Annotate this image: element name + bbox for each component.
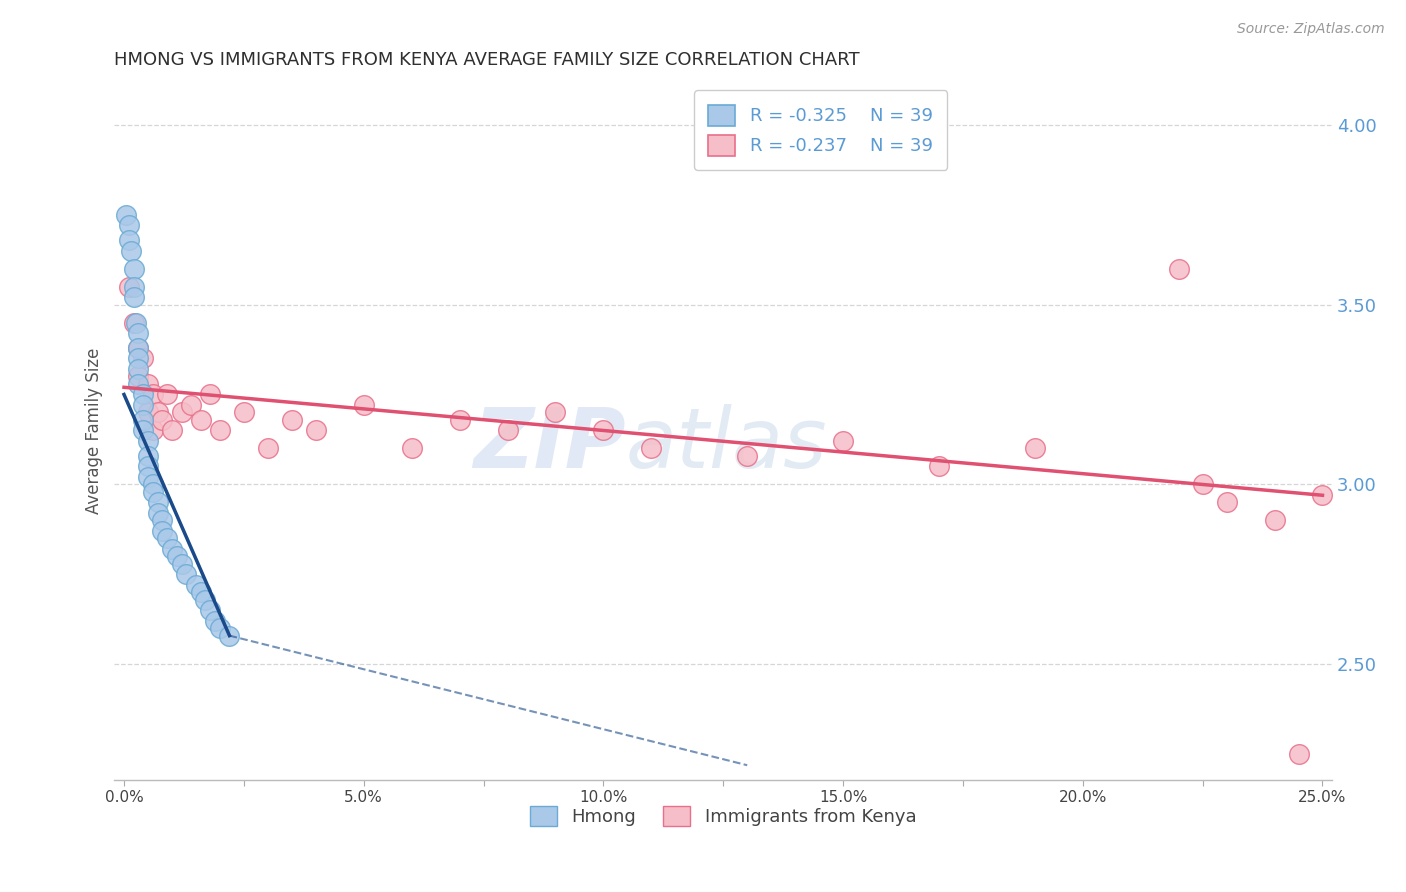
- Point: [592, 424, 614, 438]
- Point: [115, 207, 138, 221]
- Point: [127, 362, 149, 376]
- Point: [122, 316, 145, 330]
- Point: [136, 449, 159, 463]
- Point: [401, 442, 423, 456]
- Text: atlas: atlas: [626, 404, 828, 485]
- Point: [194, 592, 217, 607]
- Point: [204, 614, 226, 628]
- Point: [127, 341, 149, 355]
- Point: [136, 459, 159, 474]
- Point: [176, 567, 198, 582]
- Point: [184, 578, 207, 592]
- Point: [180, 398, 202, 412]
- Point: [832, 434, 855, 449]
- Point: [156, 532, 179, 546]
- Point: [200, 387, 222, 401]
- Point: [640, 442, 662, 456]
- Point: [122, 261, 145, 276]
- Y-axis label: Average Family Size: Average Family Size: [86, 347, 103, 514]
- Point: [170, 557, 193, 571]
- Point: [146, 495, 169, 509]
- Legend: Hmong, Immigrants from Kenya: Hmong, Immigrants from Kenya: [523, 799, 924, 833]
- Point: [208, 622, 231, 636]
- Point: [118, 279, 141, 293]
- Point: [127, 369, 149, 384]
- Point: [120, 244, 142, 258]
- Point: [190, 412, 212, 426]
- Point: [218, 629, 240, 643]
- Point: [150, 524, 173, 539]
- Point: [1288, 747, 1310, 762]
- Point: [160, 542, 183, 557]
- Point: [127, 326, 149, 341]
- Point: [132, 412, 155, 426]
- Point: [122, 290, 145, 304]
- Point: [1167, 261, 1189, 276]
- Point: [132, 351, 155, 366]
- Point: [136, 376, 159, 391]
- Point: [256, 442, 278, 456]
- Text: Source: ZipAtlas.com: Source: ZipAtlas.com: [1237, 22, 1385, 37]
- Point: [146, 405, 169, 419]
- Point: [125, 316, 148, 330]
- Point: [136, 405, 159, 419]
- Point: [166, 549, 188, 564]
- Text: HMONG VS IMMIGRANTS FROM KENYA AVERAGE FAMILY SIZE CORRELATION CHART: HMONG VS IMMIGRANTS FROM KENYA AVERAGE F…: [114, 51, 860, 69]
- Point: [281, 412, 304, 426]
- Point: [136, 470, 159, 484]
- Point: [122, 279, 145, 293]
- Point: [118, 233, 141, 247]
- Point: [136, 434, 159, 449]
- Point: [208, 424, 231, 438]
- Point: [200, 603, 222, 617]
- Point: [1264, 513, 1286, 527]
- Text: ZIP: ZIP: [474, 404, 626, 485]
- Point: [544, 405, 567, 419]
- Point: [1215, 495, 1237, 509]
- Point: [305, 424, 328, 438]
- Point: [190, 585, 212, 599]
- Point: [146, 506, 169, 520]
- Point: [142, 424, 165, 438]
- Point: [127, 351, 149, 366]
- Point: [1312, 488, 1334, 502]
- Point: [160, 424, 183, 438]
- Point: [132, 387, 155, 401]
- Point: [232, 405, 254, 419]
- Point: [170, 405, 193, 419]
- Point: [127, 341, 149, 355]
- Point: [928, 459, 950, 474]
- Point: [142, 477, 165, 491]
- Point: [142, 387, 165, 401]
- Point: [496, 424, 519, 438]
- Point: [1024, 442, 1046, 456]
- Point: [150, 412, 173, 426]
- Point: [142, 484, 165, 499]
- Point: [1191, 477, 1213, 491]
- Point: [150, 513, 173, 527]
- Point: [127, 376, 149, 391]
- Point: [132, 424, 155, 438]
- Point: [735, 449, 758, 463]
- Point: [132, 398, 155, 412]
- Point: [449, 412, 471, 426]
- Point: [156, 387, 179, 401]
- Point: [118, 219, 141, 233]
- Point: [353, 398, 375, 412]
